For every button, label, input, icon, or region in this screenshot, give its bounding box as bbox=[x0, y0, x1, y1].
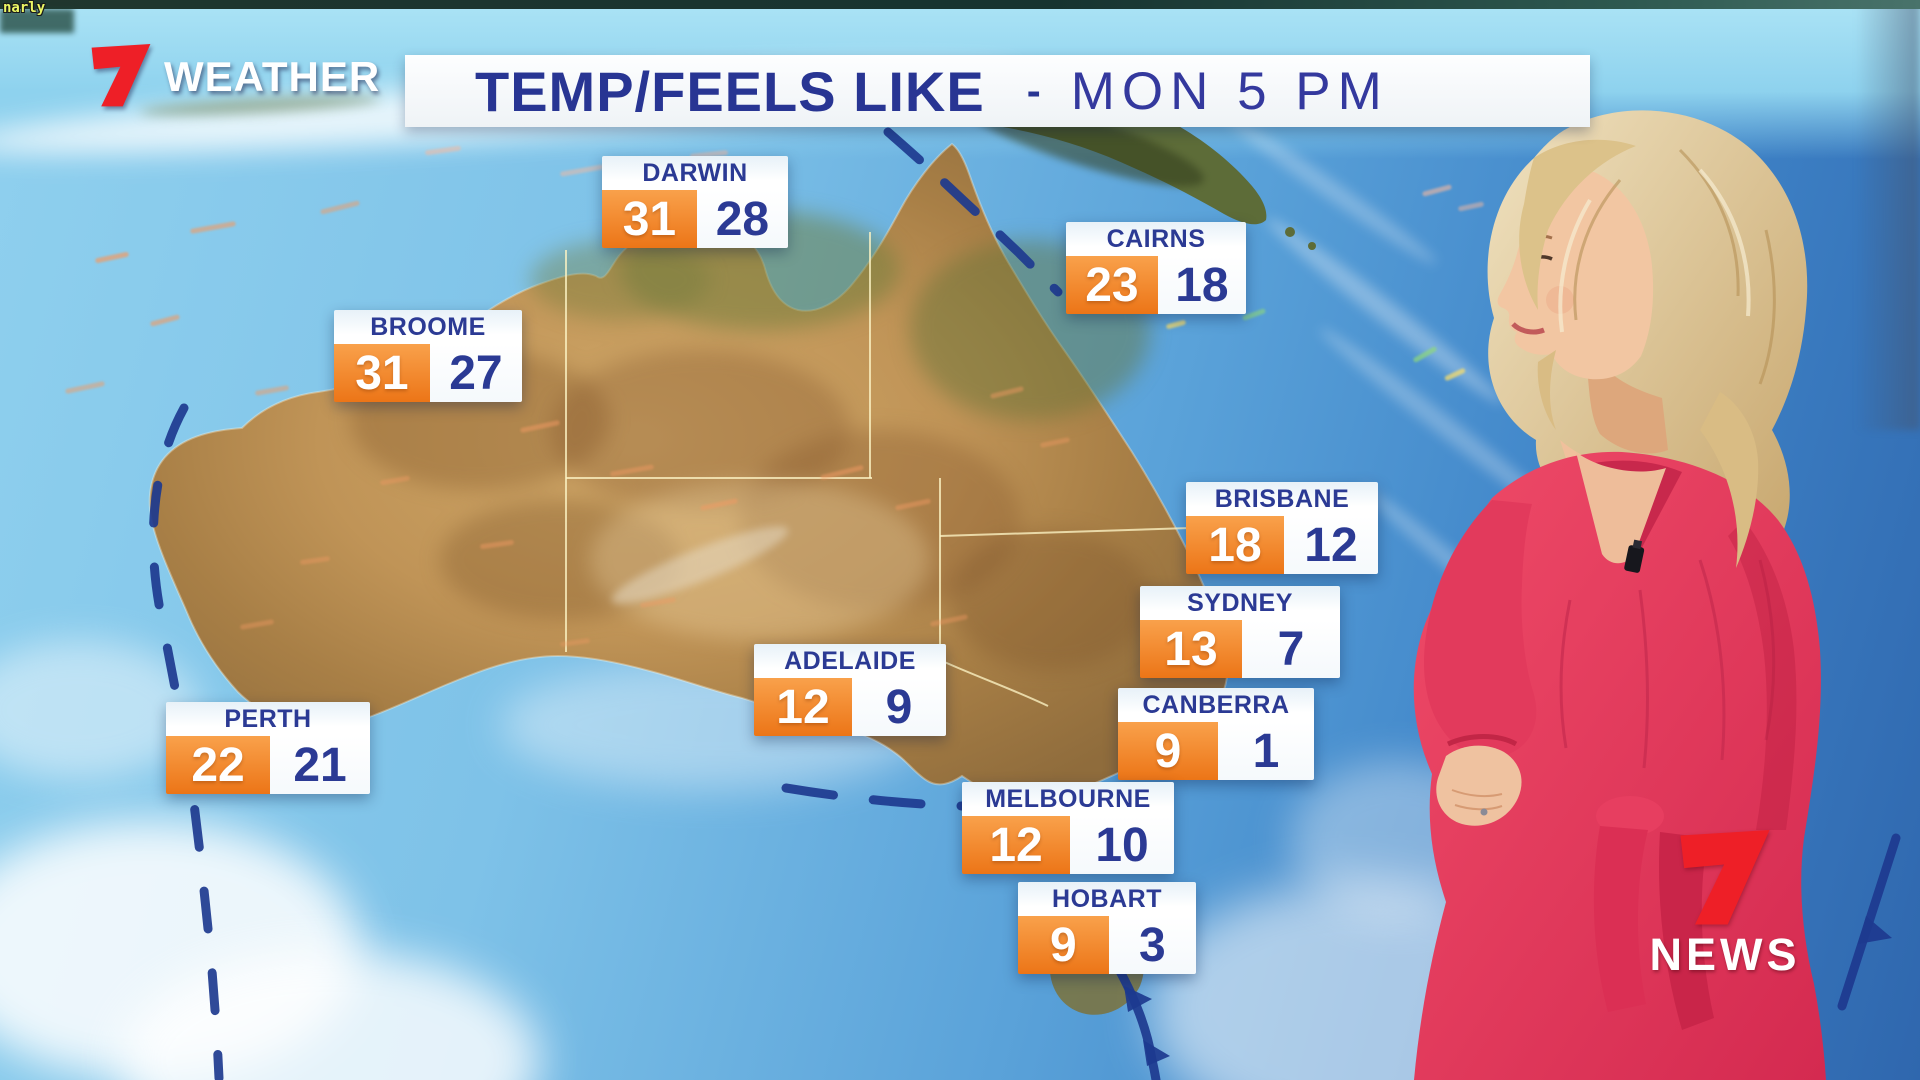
presenter-hair-jaw bbox=[1537, 350, 1556, 430]
city-label-hobart: HOBART 9 3 bbox=[1018, 882, 1196, 974]
city-temps: 31 28 bbox=[602, 190, 788, 248]
feels-like-value: 18 bbox=[1157, 256, 1246, 314]
city-name: BROOME bbox=[334, 310, 522, 344]
feels-like-value: 7 bbox=[1242, 620, 1340, 678]
feels-like-value: 1 bbox=[1217, 722, 1314, 780]
banner-title: TEMP/FEELS LIKE bbox=[475, 59, 985, 123]
presenter-sleeve bbox=[1424, 500, 1537, 758]
city-label-broome: BROOME 31 27 bbox=[334, 310, 522, 402]
murray-river-border bbox=[939, 659, 1049, 707]
title-banner: TEMP/FEELS LIKE - MON 5 PM bbox=[405, 55, 1590, 127]
seven-logo-icon bbox=[91, 44, 151, 107]
city-temps: 12 10 bbox=[962, 816, 1174, 874]
dress-folds bbox=[1559, 559, 1776, 769]
city-label-brisbane: BRISBANE 18 12 bbox=[1186, 482, 1378, 574]
city-name: DARWIN bbox=[602, 156, 788, 190]
weather-wordmark: WEATHER bbox=[164, 53, 381, 100]
city-label-adelaide: ADELAIDE 12 9 bbox=[754, 644, 946, 736]
salt-lake bbox=[611, 526, 789, 604]
city-label-melbourne: MELBOURNE 12 10 bbox=[962, 782, 1174, 874]
temp-value: 22 bbox=[166, 736, 271, 794]
dress-sash bbox=[1593, 826, 1648, 1012]
city-temps: 22 21 bbox=[166, 736, 370, 794]
city-label-canberra: CANBERRA 9 1 bbox=[1118, 688, 1314, 780]
temp-value: 18 bbox=[1186, 516, 1284, 574]
banner-separator: - bbox=[1026, 67, 1041, 114]
city-label-sydney: SYDNEY 13 7 bbox=[1140, 586, 1340, 678]
city-name: CAIRNS bbox=[1066, 222, 1246, 256]
feels-like-value: 27 bbox=[429, 344, 522, 402]
city-label-darwin: DARWIN 31 28 bbox=[602, 156, 788, 248]
presenter-cuff bbox=[1446, 734, 1518, 747]
city-name: MELBOURNE bbox=[962, 782, 1174, 816]
news-wordmark: NEWS bbox=[1649, 929, 1801, 980]
city-name: CANBERRA bbox=[1118, 688, 1314, 722]
seven-weather-logo: WEATHER bbox=[88, 44, 380, 110]
presenter-neck bbox=[1588, 368, 1668, 454]
temp-value: 9 bbox=[1118, 722, 1218, 780]
city-temps: 31 27 bbox=[334, 344, 522, 402]
feels-like-value: 9 bbox=[851, 678, 946, 736]
temp-value: 23 bbox=[1066, 256, 1158, 314]
dress-side-shadow bbox=[1728, 520, 1797, 830]
feels-like-value: 12 bbox=[1283, 516, 1378, 574]
island bbox=[1308, 242, 1316, 250]
presenter-chest-v bbox=[1576, 452, 1666, 564]
debug-overlay-text: narly bbox=[3, 0, 46, 16]
temp-value: 12 bbox=[962, 816, 1071, 874]
temp-value: 31 bbox=[602, 190, 697, 248]
city-name: HOBART bbox=[1018, 882, 1196, 916]
city-name: SYDNEY bbox=[1140, 586, 1340, 620]
city-name: BRISBANE bbox=[1186, 482, 1378, 516]
presenter-hair-fringe bbox=[1519, 139, 1636, 310]
temp-value: 31 bbox=[334, 344, 430, 402]
city-label-perth: PERTH 22 21 bbox=[166, 702, 370, 794]
city-name: PERTH bbox=[166, 702, 370, 736]
city-label-cairns: CAIRNS 23 18 bbox=[1066, 222, 1246, 314]
seven-logo-icon bbox=[1680, 830, 1770, 925]
temp-value: 12 bbox=[754, 678, 852, 736]
feels-like-value: 21 bbox=[270, 736, 370, 794]
dress-sash bbox=[1658, 832, 1714, 1030]
front-dashed-south bbox=[781, 783, 967, 811]
seven-news-logo: NEWS bbox=[1630, 830, 1820, 981]
dress-sash-knot bbox=[1596, 796, 1664, 836]
island bbox=[1285, 227, 1295, 237]
city-temps: 12 9 bbox=[754, 678, 946, 736]
banner-time: MON 5 PM bbox=[1070, 61, 1389, 121]
presenter-ring bbox=[1480, 808, 1488, 816]
microphone-clip bbox=[1624, 539, 1645, 573]
temp-value: 13 bbox=[1140, 620, 1242, 678]
presenter-fingers bbox=[1451, 789, 1503, 811]
city-temps: 13 7 bbox=[1140, 620, 1340, 678]
feels-like-value: 3 bbox=[1108, 916, 1196, 974]
city-name: ADELAIDE bbox=[754, 644, 946, 678]
feels-like-value: 10 bbox=[1070, 816, 1174, 874]
city-temps: 23 18 bbox=[1066, 256, 1246, 314]
feels-like-value: 28 bbox=[696, 190, 788, 248]
presenter-hair-shoulder bbox=[1700, 392, 1759, 568]
temp-value: 9 bbox=[1018, 916, 1109, 974]
city-temps: 18 12 bbox=[1186, 516, 1378, 574]
